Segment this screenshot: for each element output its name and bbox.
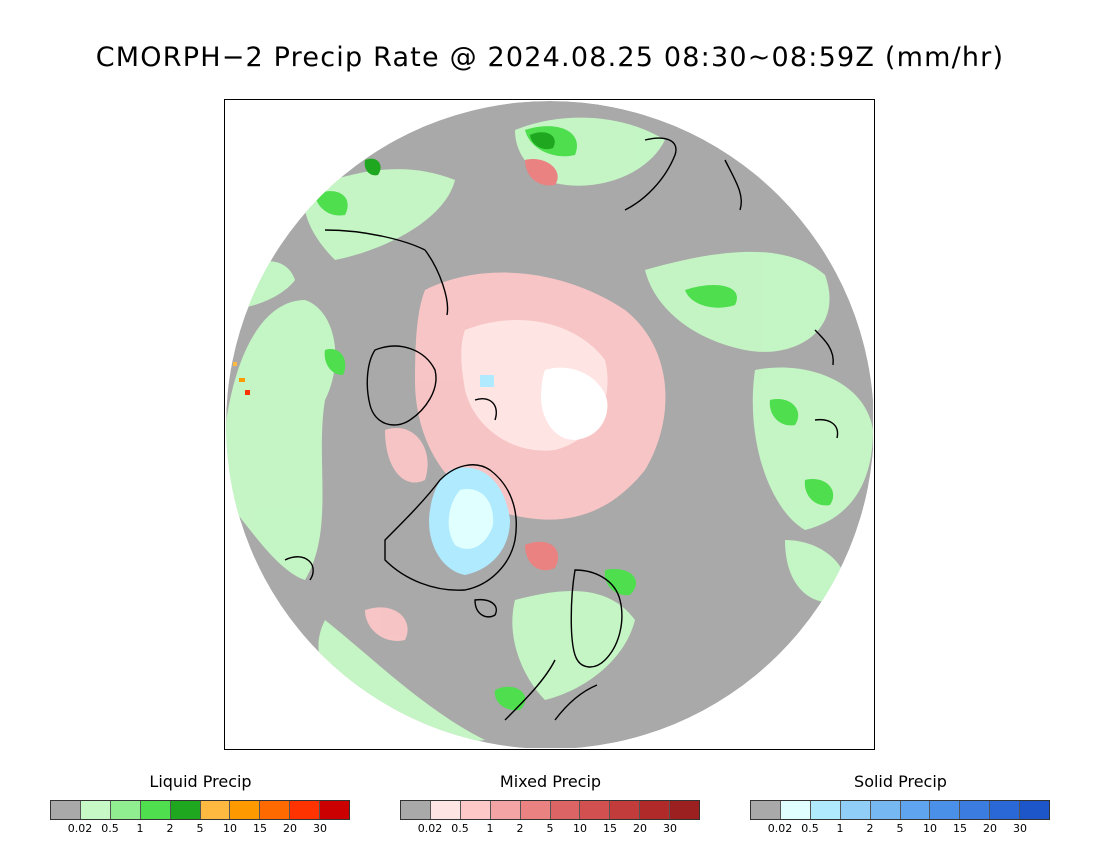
solid-swatch-5 bbox=[900, 801, 931, 819]
legend-solid: Solid Precip 0.02 0.5 1 2 5 10 15 20 30 bbox=[750, 772, 1051, 836]
solid-tick-label: 0.5 bbox=[801, 822, 819, 835]
liquid-tick-label: 1 bbox=[136, 822, 144, 835]
liquid-tick-label: 0.02 bbox=[67, 822, 93, 835]
legend-liquid-colorbar bbox=[50, 800, 350, 820]
liquid-tick-label: 15 bbox=[253, 822, 267, 835]
liquid-tick-label: 5 bbox=[196, 822, 204, 835]
mixed-tick-label: 10 bbox=[573, 822, 587, 835]
legend-mixed-title: Mixed Precip bbox=[499, 772, 602, 791]
mixed-swatch-1 bbox=[430, 801, 461, 819]
mixed-tick-label: 2 bbox=[516, 822, 524, 835]
map-canvas bbox=[226, 101, 873, 748]
mixed-tick-label: 0.5 bbox=[451, 822, 469, 835]
liquid-tick-label: 0.5 bbox=[101, 822, 119, 835]
liquid-tick-label: 20 bbox=[283, 822, 297, 835]
solid-tick-label: 10 bbox=[923, 822, 937, 835]
legend-solid-colorbar bbox=[750, 800, 1050, 820]
solid-swatch-6 bbox=[930, 801, 961, 819]
liquid-swatch-0 bbox=[51, 801, 81, 819]
liquid-swatch-8 bbox=[290, 801, 321, 819]
solid-swatch-0 bbox=[751, 801, 781, 819]
liquid-swatch-9 bbox=[320, 801, 350, 819]
liquid-swatch-6 bbox=[230, 801, 261, 819]
legend-mixed-ticks: 0.02 0.5 1 2 5 10 15 20 30 bbox=[400, 822, 701, 836]
liquid-precip-intense-layer bbox=[364, 132, 555, 176]
mixed-tick-label: 20 bbox=[633, 822, 647, 835]
solid-tick-label: 20 bbox=[983, 822, 997, 835]
mixed-tick-label: 15 bbox=[603, 822, 617, 835]
legend-mixed: Mixed Precip 0.02 0.5 1 2 5 10 15 20 30 bbox=[400, 772, 701, 836]
legend-liquid-title: Liquid Precip bbox=[149, 772, 252, 791]
mixed-swatch-5 bbox=[550, 801, 581, 819]
coastlines bbox=[284, 137, 839, 721]
solid-tick-label: 2 bbox=[866, 822, 874, 835]
liquid-swatch-2 bbox=[110, 801, 141, 819]
solid-tick-label: 1 bbox=[836, 822, 844, 835]
liquid-swatch-4 bbox=[170, 801, 201, 819]
solid-swatch-8 bbox=[990, 801, 1021, 819]
legend-liquid-ticks: 0.02 0.5 1 2 5 10 15 20 30 bbox=[50, 822, 351, 836]
solid-swatch-1 bbox=[780, 801, 811, 819]
liquid-swatch-5 bbox=[200, 801, 231, 819]
liquid-precip-warm-spots bbox=[233, 362, 250, 395]
legend-mixed-colorbar bbox=[400, 800, 700, 820]
mixed-swatch-7 bbox=[610, 801, 641, 819]
solid-swatch-9 bbox=[1020, 801, 1050, 819]
mixed-tick-label: 1 bbox=[486, 822, 494, 835]
map-title: CMORPH−2 Precip Rate @ 2024.08.25 08:30~… bbox=[95, 42, 1005, 73]
solid-swatch-3 bbox=[840, 801, 871, 819]
liquid-tick-label: 30 bbox=[313, 822, 327, 835]
mixed-swatch-4 bbox=[520, 801, 551, 819]
polar-precip-map bbox=[224, 99, 875, 750]
liquid-tick-label: 10 bbox=[223, 822, 237, 835]
solid-tick-label: 30 bbox=[1013, 822, 1027, 835]
mixed-swatch-0 bbox=[401, 801, 431, 819]
mixed-swatch-3 bbox=[490, 801, 521, 819]
pole-no-data-area bbox=[541, 367, 608, 440]
liquid-precip-heavy-layer bbox=[315, 126, 834, 711]
liquid-swatch-3 bbox=[140, 801, 171, 819]
solid-tick-label: 0.02 bbox=[767, 822, 793, 835]
pole-ice-marker bbox=[480, 375, 494, 387]
mixed-swatch-2 bbox=[460, 801, 491, 819]
solid-swatch-4 bbox=[870, 801, 901, 819]
legend-solid-ticks: 0.02 0.5 1 2 5 10 15 20 30 bbox=[750, 822, 1051, 836]
solid-precip-light-layer bbox=[448, 489, 494, 549]
solid-tick-label: 15 bbox=[953, 822, 967, 835]
liquid-tick-label: 2 bbox=[166, 822, 174, 835]
solid-swatch-2 bbox=[810, 801, 841, 819]
liquid-swatch-1 bbox=[80, 801, 111, 819]
mixed-tick-label: 5 bbox=[546, 822, 554, 835]
mixed-swatch-9 bbox=[670, 801, 700, 819]
mixed-tick-label: 0.02 bbox=[417, 822, 443, 835]
solid-swatch-7 bbox=[960, 801, 991, 819]
mixed-precip-heavy-layer bbox=[525, 159, 559, 571]
legend-liquid: Liquid Precip 0.02 0.5 1 2 5 10 15 20 30 bbox=[50, 772, 351, 836]
mixed-swatch-6 bbox=[580, 801, 611, 819]
solid-tick-label: 5 bbox=[896, 822, 904, 835]
mixed-swatch-8 bbox=[640, 801, 671, 819]
liquid-swatch-7 bbox=[260, 801, 291, 819]
legend-solid-title: Solid Precip bbox=[854, 772, 947, 791]
mixed-tick-label: 30 bbox=[663, 822, 677, 835]
